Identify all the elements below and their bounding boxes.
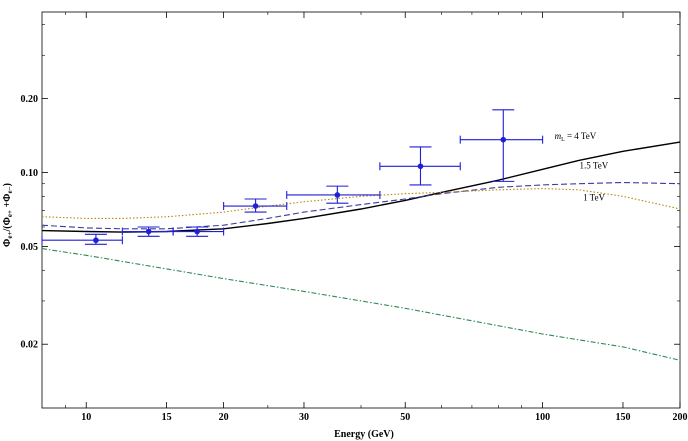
curve-labels: mL = 4 TeV 1.5 TeV 1 TeV [555,131,609,202]
plot-frame [41,11,681,409]
data-point [223,198,288,213]
y-tick-label: 0.20 [21,94,39,105]
x-tick-label: 100 [535,412,550,423]
x-tick-label: 10 [81,412,91,423]
series-line-1-tev [41,188,681,219]
series-line-background [41,248,681,361]
curve-label: mL = 4 TeV [555,131,597,143]
data-point [379,146,461,186]
x-tick-label: 50 [400,412,410,423]
y-axis-title-part: e+ [6,210,14,217]
x-tick-label: 20 [219,412,229,423]
y-axis-title-part: ) [2,183,13,186]
x-axis-title: Energy (GeV) [334,429,394,440]
y-axis-title-part: Φ [2,239,13,247]
data-marker [93,237,99,244]
x-tick-label: 200 [673,412,688,423]
x-tick-label: 150 [615,412,630,423]
model-curves [41,141,681,361]
data-point [121,226,174,237]
curve-label: 1 TeV [583,192,605,202]
x-tick-label: 15 [162,412,172,423]
data-marker [252,203,259,209]
y-axis-title-part: +Φ [2,194,13,211]
series-line-4-tev [41,141,681,233]
data-marker [145,228,152,235]
data-marker [194,228,200,235]
x-tick-label: 30 [299,412,309,423]
axis-ticks: 10 15 20 30 50 100 150 200 0.02 0.05 0.10 0.20 [21,12,688,423]
y-axis-title: Φe+/(Φe+ +Φe−) [2,183,14,247]
y-axis-title-part: e+ [6,232,14,239]
data-marker [417,163,424,170]
data-point [459,109,544,182]
data-points [41,109,544,245]
curve-label: 1.5 TeV [580,160,609,170]
series-line-1-5-tev [41,181,681,230]
data-marker [500,136,507,143]
data-marker [334,192,341,198]
y-tick-label: 0.05 [21,242,39,253]
data-point [41,233,123,245]
plot-border [41,11,681,409]
data-point [172,226,225,237]
y-tick-label: 0.10 [21,168,39,179]
y-tick-label: 0.02 [21,340,39,351]
y-axis-title-part: e− [6,186,14,193]
y-axis-title-part: /(Φ [2,217,13,232]
data-point [286,185,381,204]
